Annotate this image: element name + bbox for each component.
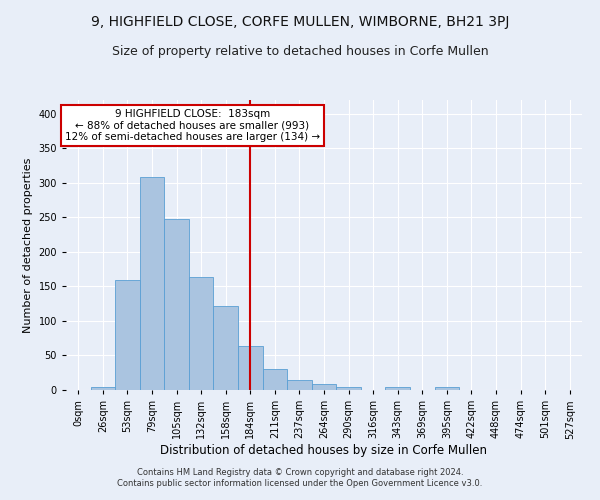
Text: 9, HIGHFIELD CLOSE, CORFE MULLEN, WIMBORNE, BH21 3PJ: 9, HIGHFIELD CLOSE, CORFE MULLEN, WIMBOR… bbox=[91, 15, 509, 29]
Bar bbox=[115, 280, 140, 390]
X-axis label: Distribution of detached houses by size in Corfe Mullen: Distribution of detached houses by size … bbox=[161, 444, 487, 457]
Bar bbox=[385, 387, 410, 390]
Bar bbox=[287, 380, 312, 390]
Y-axis label: Number of detached properties: Number of detached properties bbox=[23, 158, 33, 332]
Bar bbox=[214, 306, 238, 390]
Text: Size of property relative to detached houses in Corfe Mullen: Size of property relative to detached ho… bbox=[112, 45, 488, 58]
Text: 9 HIGHFIELD CLOSE:  183sqm
← 88% of detached houses are smaller (993)
12% of sem: 9 HIGHFIELD CLOSE: 183sqm ← 88% of detac… bbox=[65, 108, 320, 142]
Text: Contains HM Land Registry data © Crown copyright and database right 2024.
Contai: Contains HM Land Registry data © Crown c… bbox=[118, 468, 482, 487]
Bar bbox=[189, 278, 214, 390]
Bar bbox=[434, 387, 459, 390]
Bar bbox=[238, 346, 263, 390]
Bar bbox=[164, 219, 189, 390]
Bar bbox=[312, 384, 336, 390]
Bar bbox=[263, 370, 287, 390]
Bar bbox=[91, 386, 115, 390]
Bar bbox=[336, 387, 361, 390]
Bar bbox=[140, 178, 164, 390]
